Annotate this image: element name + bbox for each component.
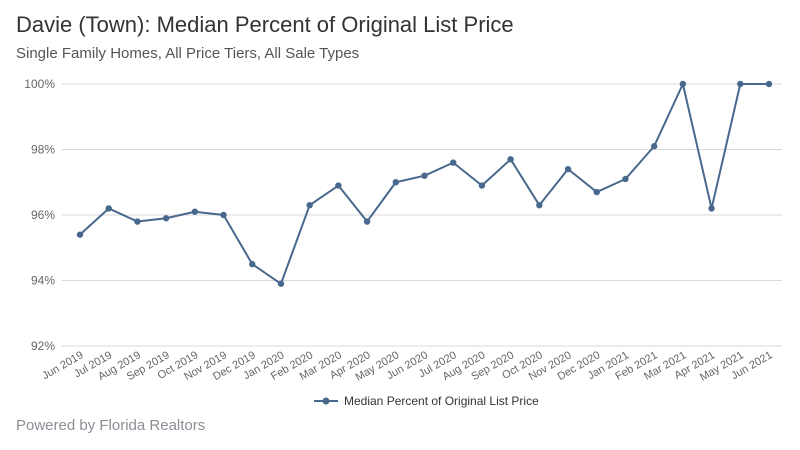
data-point[interactable]	[421, 172, 428, 179]
y-axis: 92% 94% 96% 98% 100%	[24, 77, 55, 353]
data-point[interactable]	[765, 80, 773, 88]
data-point[interactable]	[450, 159, 457, 166]
data-point[interactable]	[191, 208, 199, 215]
chart-title: Davie (Town): Median Percent of Original…	[16, 12, 514, 37]
data-point[interactable]	[134, 218, 141, 225]
data-point[interactable]	[76, 231, 84, 238]
legend: Median Percent of Original List Price	[314, 394, 539, 408]
y-tick-label: 98%	[31, 143, 55, 157]
data-point[interactable]	[507, 156, 514, 163]
data-point[interactable]	[162, 215, 170, 222]
chart-subtitle: Single Family Homes, All Price Tiers, Al…	[16, 45, 360, 62]
data-point[interactable]	[478, 182, 486, 189]
data-point[interactable]	[363, 218, 371, 225]
grid-layer	[62, 83, 782, 347]
legend-marker	[322, 397, 330, 405]
data-point[interactable]	[679, 80, 687, 88]
powered-by-footer: Powered by Florida Realtors	[16, 417, 206, 434]
data-point[interactable]	[220, 211, 227, 219]
data-point[interactable]	[335, 182, 342, 189]
data-point[interactable]	[392, 179, 399, 186]
data-point[interactable]	[564, 165, 572, 173]
y-tick-label: 94%	[31, 274, 55, 288]
data-point[interactable]	[105, 205, 112, 212]
data-point[interactable]	[277, 280, 285, 287]
data-point[interactable]	[708, 205, 715, 212]
series-line	[79, 83, 769, 285]
legend-label[interactable]: Median Percent of Original List Price	[344, 394, 539, 408]
y-tick-label: 92%	[31, 339, 55, 353]
data-point[interactable]	[249, 260, 256, 268]
series-layer	[76, 80, 773, 287]
data-point[interactable]	[650, 143, 658, 150]
data-point[interactable]	[737, 80, 744, 88]
data-point[interactable]	[593, 188, 600, 196]
data-point[interactable]	[536, 201, 543, 209]
data-point[interactable]	[306, 201, 313, 209]
y-tick-label: 96%	[31, 208, 55, 222]
data-point[interactable]	[622, 175, 629, 183]
y-tick-label: 100%	[24, 77, 55, 91]
